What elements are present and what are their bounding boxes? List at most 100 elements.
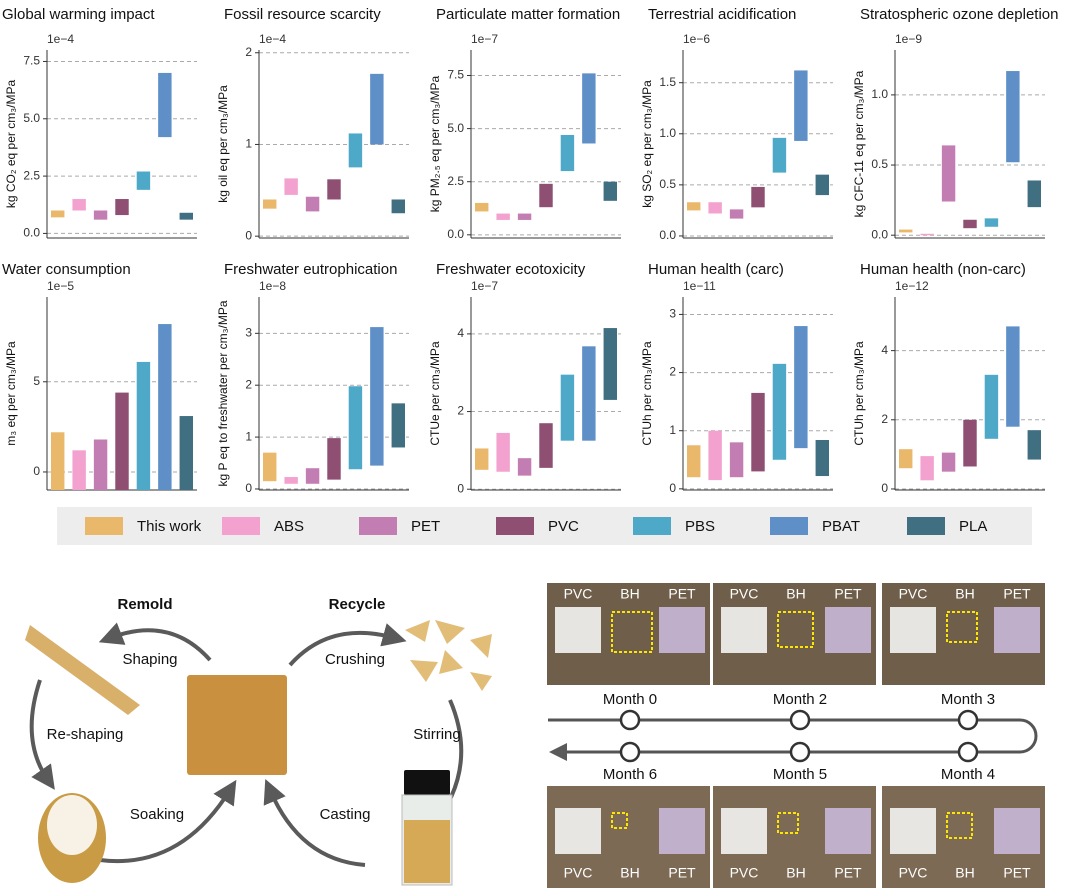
y-tick-label: 5.0 <box>447 121 464 135</box>
offset-label: 1e−7 <box>471 32 498 46</box>
offset-label: 1e−4 <box>47 32 74 46</box>
y-tick-label: 7.5 <box>447 68 464 82</box>
range-bar <box>370 327 384 466</box>
photo-label: PET <box>668 865 696 881</box>
range-bar <box>687 202 701 211</box>
film <box>555 808 601 854</box>
timeline <box>548 718 1038 761</box>
y-tick-label: 1.0 <box>659 126 676 140</box>
offset-label: 1e−9 <box>895 32 922 46</box>
y-tick-label: 0.5 <box>659 177 676 191</box>
y-axis-label: kg CO₂ eq per cm₃/MPa <box>4 80 18 209</box>
range-bar <box>582 346 596 441</box>
diagram-label: Recycle <box>329 596 386 613</box>
y-tick-label: 7.5 <box>23 54 40 68</box>
range-bar <box>1027 180 1041 208</box>
diagram-label: Re-shaping <box>47 726 124 743</box>
range-bar <box>158 72 172 138</box>
y-tick-label: 5 <box>33 374 40 388</box>
range-bar <box>370 73 384 145</box>
legend-swatch <box>770 517 808 535</box>
film <box>777 611 814 648</box>
diagram-label: Remold <box>117 596 172 613</box>
offset-label: 1e−4 <box>259 32 286 46</box>
film <box>777 812 799 834</box>
legend-swatch <box>496 517 534 535</box>
arrow <box>99 779 237 864</box>
timeline-node <box>619 741 641 763</box>
y-axis-label: CTUh per cm₃/MPa <box>640 341 654 446</box>
range-bar <box>539 423 553 468</box>
y-tick-label: 2 <box>245 377 252 391</box>
diagram-label: Casting <box>320 806 371 823</box>
range-bar <box>348 133 363 168</box>
range-bar <box>815 174 829 196</box>
range-bar <box>391 403 405 448</box>
range-bar <box>963 219 977 229</box>
film <box>611 611 653 653</box>
film <box>994 607 1040 653</box>
y-tick-label: 1 <box>245 429 252 443</box>
range-bar <box>263 452 277 482</box>
photo-label: BH <box>955 586 974 602</box>
photo-label: PVC <box>564 586 593 602</box>
film <box>825 607 871 653</box>
photo-label: PET <box>1003 865 1031 881</box>
range-bar <box>136 361 151 490</box>
range-bar <box>772 137 787 173</box>
y-tick-label: 5.0 <box>23 111 40 125</box>
range-bar <box>603 328 617 400</box>
y-axis-label: kg PM₂.₅ eq per cm₃/MPa <box>428 75 442 212</box>
diagram-label: Shaping <box>122 651 177 668</box>
photo-label: PVC <box>564 865 593 881</box>
y-tick-label: 0.0 <box>871 227 888 241</box>
diagram <box>25 620 492 886</box>
y-tick-label: 0 <box>33 464 40 478</box>
range-bar <box>475 202 489 212</box>
range-bar <box>93 210 108 220</box>
range-bar <box>327 179 341 200</box>
arrow <box>288 623 407 667</box>
y-axis-label: kg CFC-11 eq per cm₃/MPa <box>852 70 866 217</box>
range-bar <box>51 210 65 218</box>
range-bar <box>517 213 532 220</box>
range-bar <box>984 374 999 439</box>
y-axis-label: kg SO₂ eq per cm₃/MPa <box>640 80 654 208</box>
y-tick-label: 2 <box>245 45 252 59</box>
film <box>659 808 705 854</box>
diagram-label: Crushing <box>325 651 385 668</box>
diagram-label: Stirring <box>413 726 461 743</box>
legend-swatch <box>222 517 260 535</box>
range-bar <box>920 233 934 236</box>
arrow <box>29 679 55 790</box>
range-bar <box>496 432 510 472</box>
photo-label: BH <box>955 865 974 881</box>
range-bar <box>1027 430 1041 460</box>
month-label: Month 3 <box>941 691 995 708</box>
y-tick-label: 0.0 <box>659 228 676 242</box>
chart-title: Particulate matter formation <box>436 6 620 23</box>
film <box>659 607 705 653</box>
range-bar <box>305 196 320 212</box>
film <box>890 607 936 653</box>
y-axis-label: kg P eq to freshwater per cm₃/MPa <box>216 300 230 486</box>
film <box>611 812 628 829</box>
range-bar <box>51 432 65 490</box>
range-bar <box>179 212 193 220</box>
offset-label: 1e−7 <box>471 279 498 293</box>
range-bar <box>751 392 765 472</box>
film <box>946 611 978 643</box>
chart-title: Human health (non-carc) <box>860 261 1026 278</box>
month-label: Month 2 <box>773 691 827 708</box>
y-tick-label: 0 <box>457 481 464 495</box>
range-bar <box>920 456 934 481</box>
y-tick-label: 1.5 <box>659 75 676 89</box>
legend-label: PLA <box>959 518 987 535</box>
photo-label: BH <box>620 865 639 881</box>
legend-label: PVC <box>548 518 579 535</box>
range-bar <box>517 458 532 476</box>
remold-ring-inner <box>47 795 97 855</box>
chart-title: Freshwater eutrophication <box>224 261 397 278</box>
y-tick-label: 0 <box>669 481 676 495</box>
y-tick-label: 1.0 <box>871 87 888 101</box>
